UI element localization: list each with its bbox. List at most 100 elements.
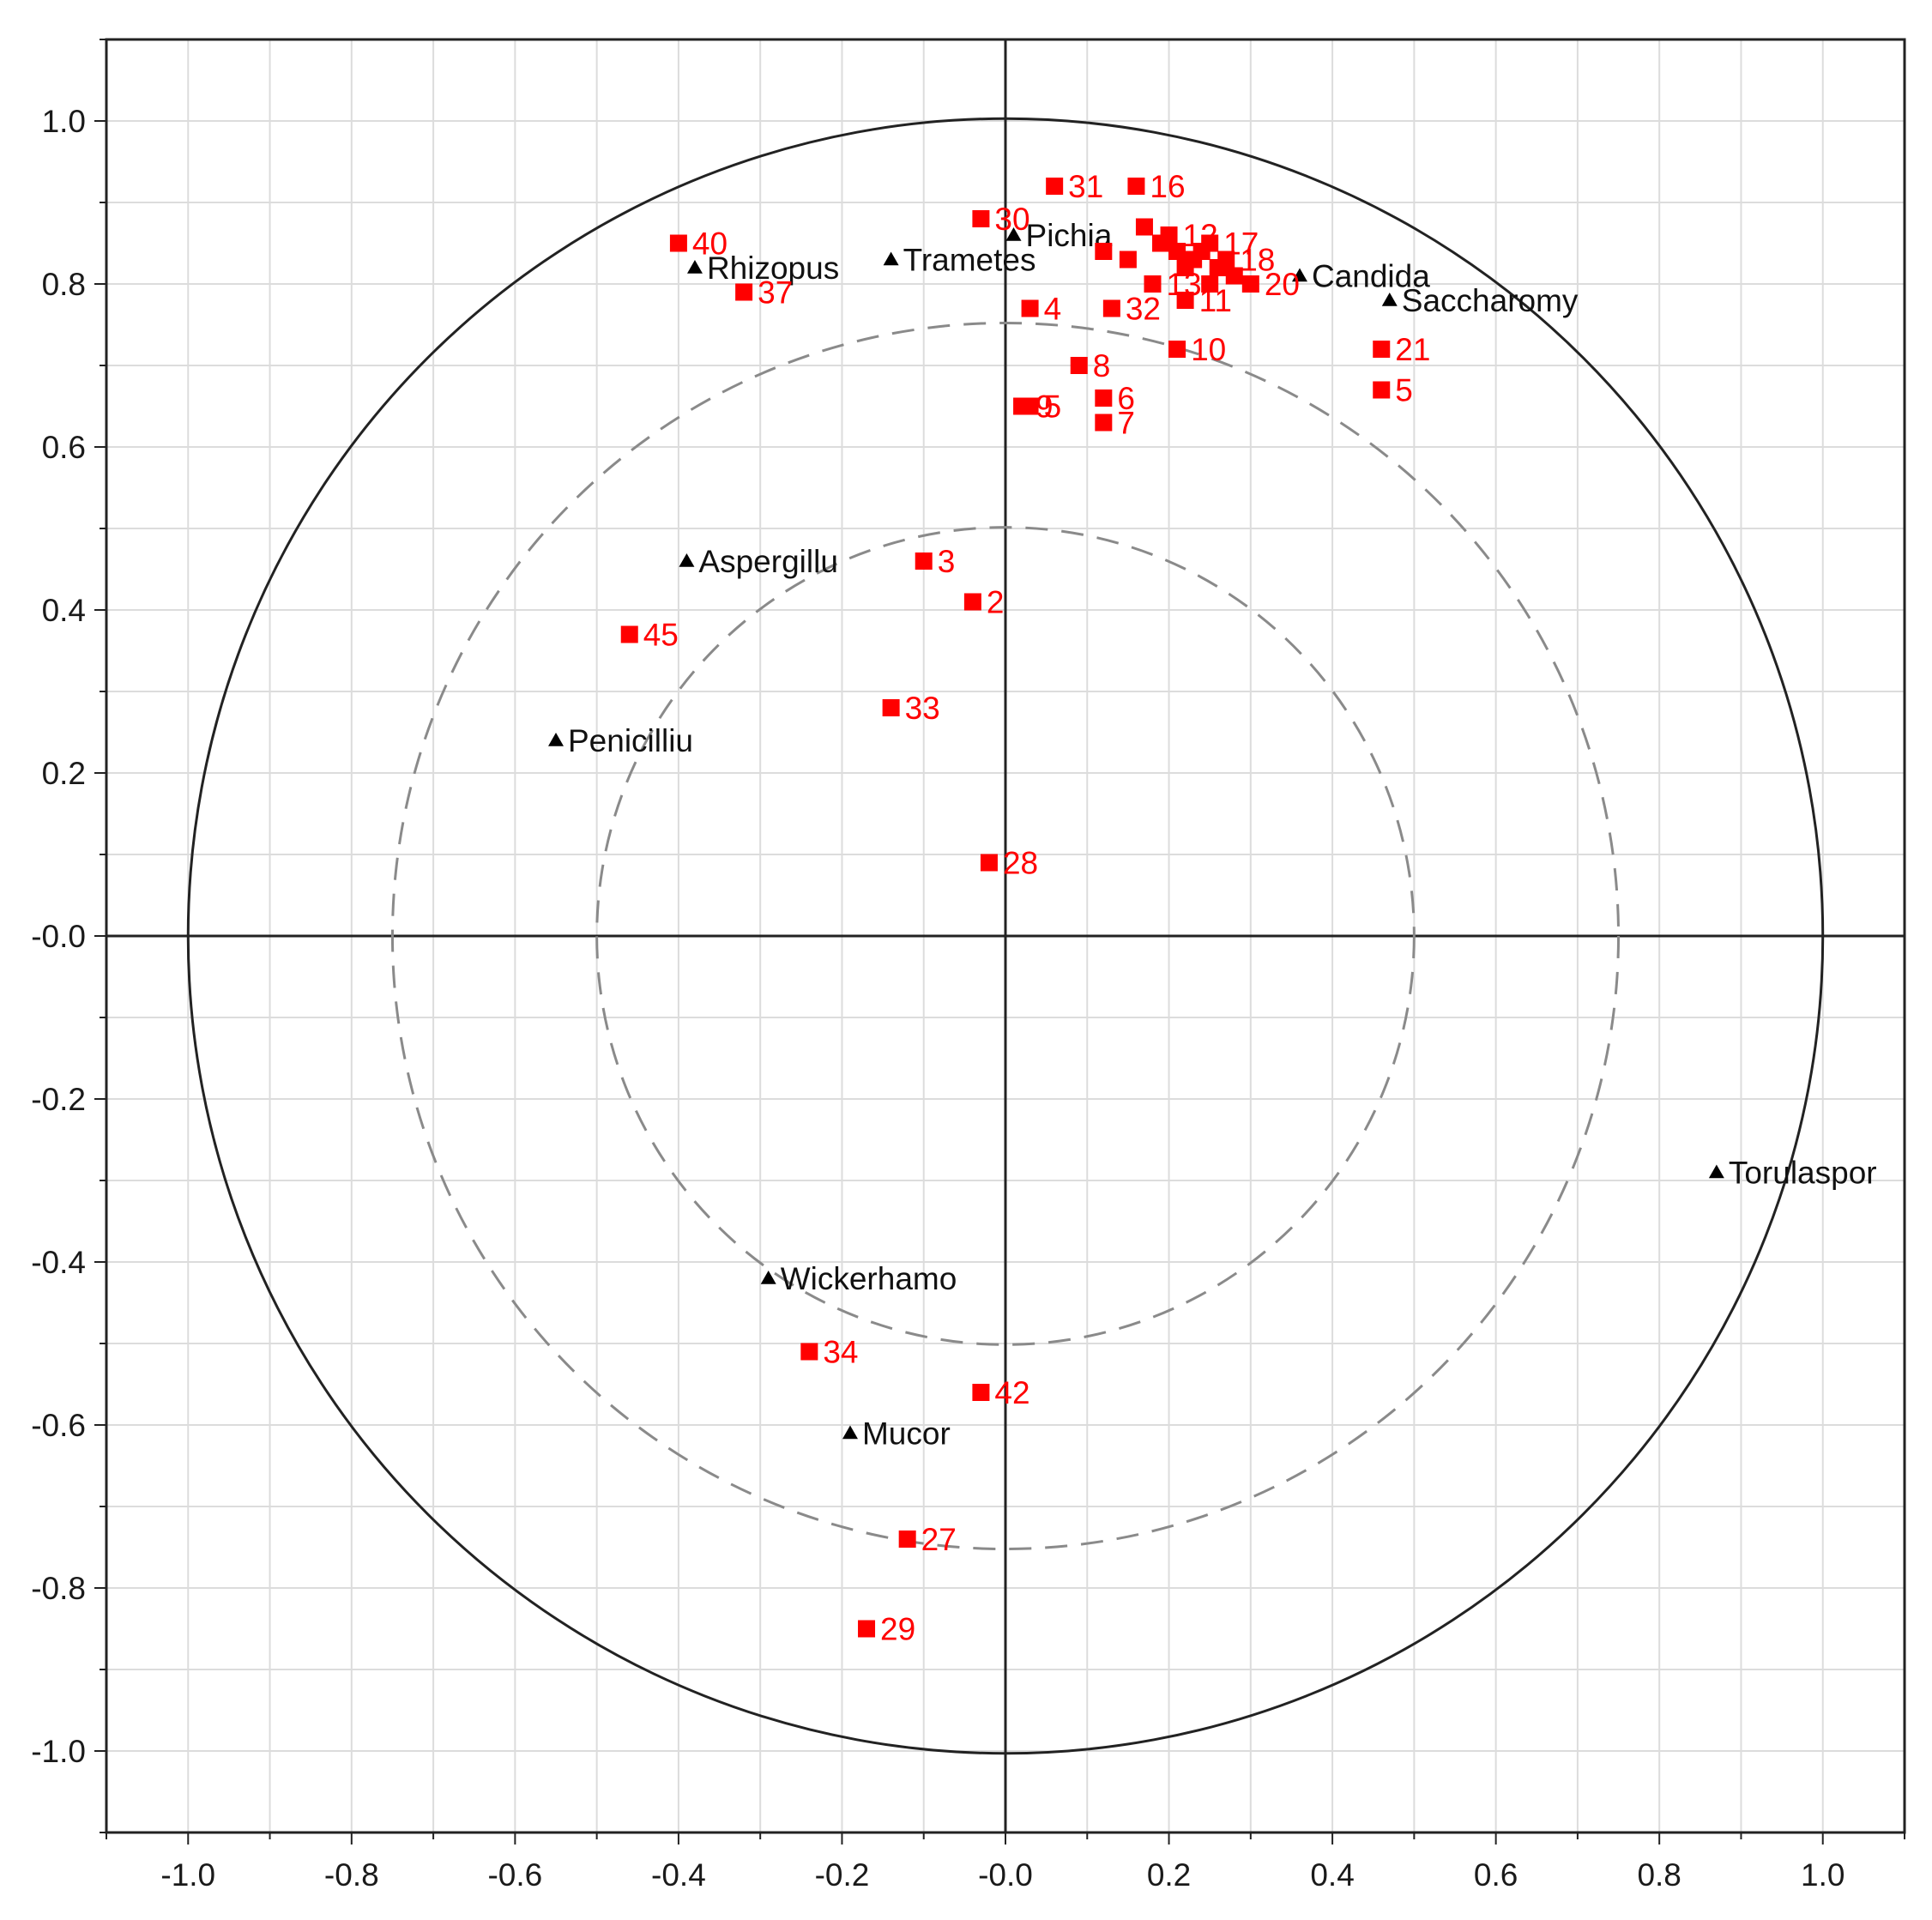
sample-marker [1119,251,1137,269]
correlation-circle [595,526,1416,1346]
sample-marker [1144,275,1162,293]
species-label: Wickerhamo [781,1261,957,1296]
sample-marker [1201,275,1219,293]
sample-label: 34 [823,1335,858,1370]
sample-marker [1225,267,1243,285]
species-marker [686,260,703,274]
sample-marker [1209,259,1227,276]
sample-marker [1070,357,1088,374]
sample-label: 29 [880,1612,915,1647]
sample-marker [1095,414,1113,432]
sample-label: 9 [1035,389,1054,425]
species-label: Trametes [903,243,1036,278]
sample-marker [1095,243,1113,260]
sample-marker [1176,259,1194,276]
sample-label: 20 [1265,267,1300,302]
sample-marker [963,593,981,611]
y-tick-label: 0.2 [42,756,86,791]
y-tick-label: -0.4 [31,1245,86,1280]
sample-label: 33 [905,691,940,726]
sample-marker [1135,218,1153,236]
species-label: Aspergillu [698,544,837,579]
species-marker [883,251,899,266]
sample-marker [1373,341,1391,358]
sample-marker [1192,243,1211,260]
sample-label: 40 [692,226,728,262]
x-tick-label: 0.2 [1147,1857,1191,1893]
sample-label: 37 [758,275,793,311]
sample-marker [882,699,900,716]
species-marker [1381,293,1398,306]
sample-marker [1127,178,1145,195]
sample-label: 6 [1117,381,1135,416]
y-tick-label: -0.0 [31,919,86,954]
x-tick-label: -0.8 [324,1857,379,1893]
sample-marker [980,854,998,872]
sample-label: 5 [1395,373,1413,408]
y-tick-label: -0.2 [31,1082,86,1117]
axes [94,38,1906,1845]
species-label: Penicilliu [568,723,693,758]
sample-marker [800,1343,818,1361]
sample-label: 27 [921,1522,957,1557]
sample-marker [669,234,687,252]
y-tick-label: -0.8 [31,1571,86,1606]
sample-marker [620,625,638,643]
sample-label: 28 [1003,846,1038,881]
y-tick-label: 0.4 [42,593,86,628]
sample-label: 10 [1191,332,1226,367]
sample-marker [1102,299,1120,317]
sample-marker [915,552,933,570]
species-marker [548,733,564,746]
x-tick-label: -0.4 [651,1857,706,1893]
sample-label: 5 [1044,389,1062,425]
sample-marker [735,283,753,301]
y-tick-label: 1.0 [42,104,86,139]
sample-label: 18 [1240,243,1275,278]
sample-label: 8 [1093,348,1111,383]
x-tick-label: 0.8 [1637,1857,1681,1893]
y-tick-label: -0.6 [31,1408,86,1443]
sample-label: 2 [987,585,1005,620]
sample-label: 7 [1117,406,1135,441]
sample-label: 45 [643,618,679,653]
correlation-circles [186,117,1825,1755]
sample-label: 32 [1126,292,1161,327]
sample-marker [1168,243,1186,260]
sample-marker [1021,397,1039,415]
x-tick-label: -0.6 [487,1857,542,1893]
x-tick-label: -1.0 [160,1857,215,1893]
species-label: Saccharomy [1402,283,1579,318]
sample-marker [972,210,990,227]
y-tick-label: 0.8 [42,267,86,302]
sample-marker [1046,178,1064,195]
sample-label: 4 [1044,292,1062,327]
y-tick-label: 0.6 [42,430,86,465]
species-label: Candida [1312,259,1430,294]
x-tick-label: 1.0 [1801,1857,1844,1893]
species-marker [1708,1164,1724,1179]
sample-marker [972,1384,990,1401]
data-points: Rhizopus TrametesPichiaCandidaSaccharomyA… [548,169,1877,1647]
sample-marker [1152,234,1170,252]
species-label: Rhizopus [707,251,839,286]
sample-label: 3 [938,544,956,579]
species-marker [760,1271,776,1284]
sample-marker [1168,341,1186,358]
sample-marker [1021,299,1039,317]
tick-labels: -1.0 -0.8 -0.6 -0.4 -0.2 -0.0 0.2 0.4 0.6 0.8 1.0 1… [31,104,1844,1893]
sample-label: 21 [1395,332,1430,367]
sample-marker [1095,389,1113,407]
species-marker [679,553,695,567]
sample-label: 16 [1150,169,1185,204]
sample-label: 30 [994,202,1029,237]
sample-marker [1241,275,1259,293]
sample-label: 31 [1068,169,1103,204]
sample-marker [858,1620,876,1638]
sample-marker [1176,292,1194,309]
species-label: Torulaspor [1729,1156,1877,1191]
y-tick-label: -1.0 [31,1734,86,1769]
x-tick-label: -0.0 [978,1857,1033,1893]
